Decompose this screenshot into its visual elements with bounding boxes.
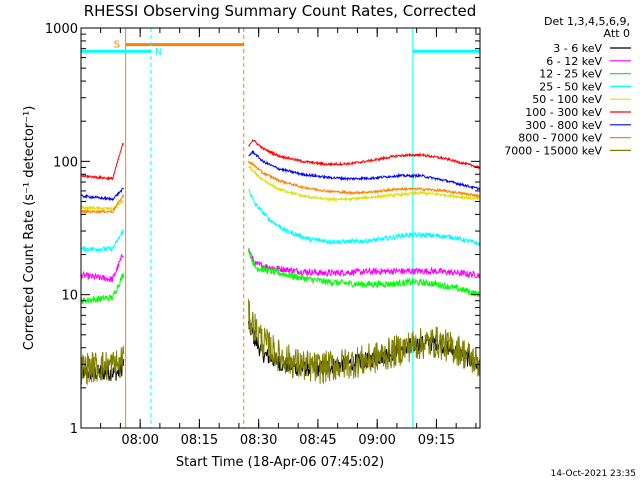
legend-label: 25 - 50 keV (539, 80, 602, 93)
legend-label: 100 - 300 keV (525, 106, 602, 119)
series-line-100-300-kev-seg1 (81, 142, 125, 182)
chart-title: RHESSI Observing Summary Count Rates, Co… (84, 2, 477, 20)
legend-label: 12 - 25 keV (539, 68, 602, 81)
series-line-300-800-kev-seg2 (248, 150, 480, 191)
timestamp: 14-Oct-2021 23:35 (551, 469, 636, 479)
series-layer (81, 138, 480, 386)
series-line-50-100-kev-seg2 (248, 165, 480, 202)
plot-frame (80, 27, 481, 429)
series-line-300-800-kev-seg1 (81, 187, 125, 202)
legend-label: 7000 - 15000 keV (504, 144, 602, 157)
x-tick-label: 09:15 (418, 433, 455, 448)
legend-label: 300 - 800 keV (525, 119, 602, 132)
series-line-100-300-kev-seg2 (248, 138, 480, 170)
series-line-25-50-kev-seg2 (248, 188, 480, 247)
legend-header-detectors: Det 1,3,4,5,6,9, (544, 15, 630, 28)
legend-label: 3 - 6 keV (553, 42, 602, 55)
x-tick-label: 08:30 (240, 433, 277, 448)
axis-layer: 1 10 100 1000 08:00 08:15 08:30 08:45 09:00 09:15 (45, 22, 481, 448)
x-tick-label: 08:00 (121, 433, 158, 448)
series-line-6-12-kev-seg2 (248, 248, 480, 279)
legend-label: 800 - 7000 keV (518, 132, 602, 145)
y-tick-label: 10 (61, 289, 78, 304)
x-axis-label: Start Time (18-Apr-06 07:45:02) (176, 455, 384, 470)
night-label: N (155, 47, 162, 58)
series-line-7000-15000-kev-seg1 (81, 345, 125, 386)
saa-label: S (114, 40, 120, 51)
y-axis-label: Corrected Count Rate (s⁻¹ detector⁻¹) (22, 106, 37, 351)
legend-label: 6 - 12 keV (546, 55, 602, 68)
x-tick-label: 09:00 (358, 433, 395, 448)
series-line-12-25-kev-seg2 (248, 249, 480, 298)
series-line-6-12-kev-seg1 (81, 253, 124, 283)
x-tick-label: 08:15 (181, 433, 218, 448)
legend-label: 50 - 100 keV (532, 93, 602, 106)
series-line-800-7000-kev-seg1 (81, 194, 125, 215)
series-line-12-25-kev-seg1 (81, 273, 125, 304)
series-line-7000-15000-kev-seg2 (248, 299, 480, 385)
x-tick-label: 08:45 (299, 433, 336, 448)
legend-header-attenuator: Att 0 (604, 27, 630, 40)
y-tick-label: 100 (53, 155, 78, 170)
y-tick-label: 1000 (45, 22, 78, 37)
series-line-25-50-kev-seg1 (81, 229, 125, 254)
y-tick-label: 1 (70, 422, 78, 437)
series-line-800-7000-kev-seg2 (248, 160, 480, 199)
